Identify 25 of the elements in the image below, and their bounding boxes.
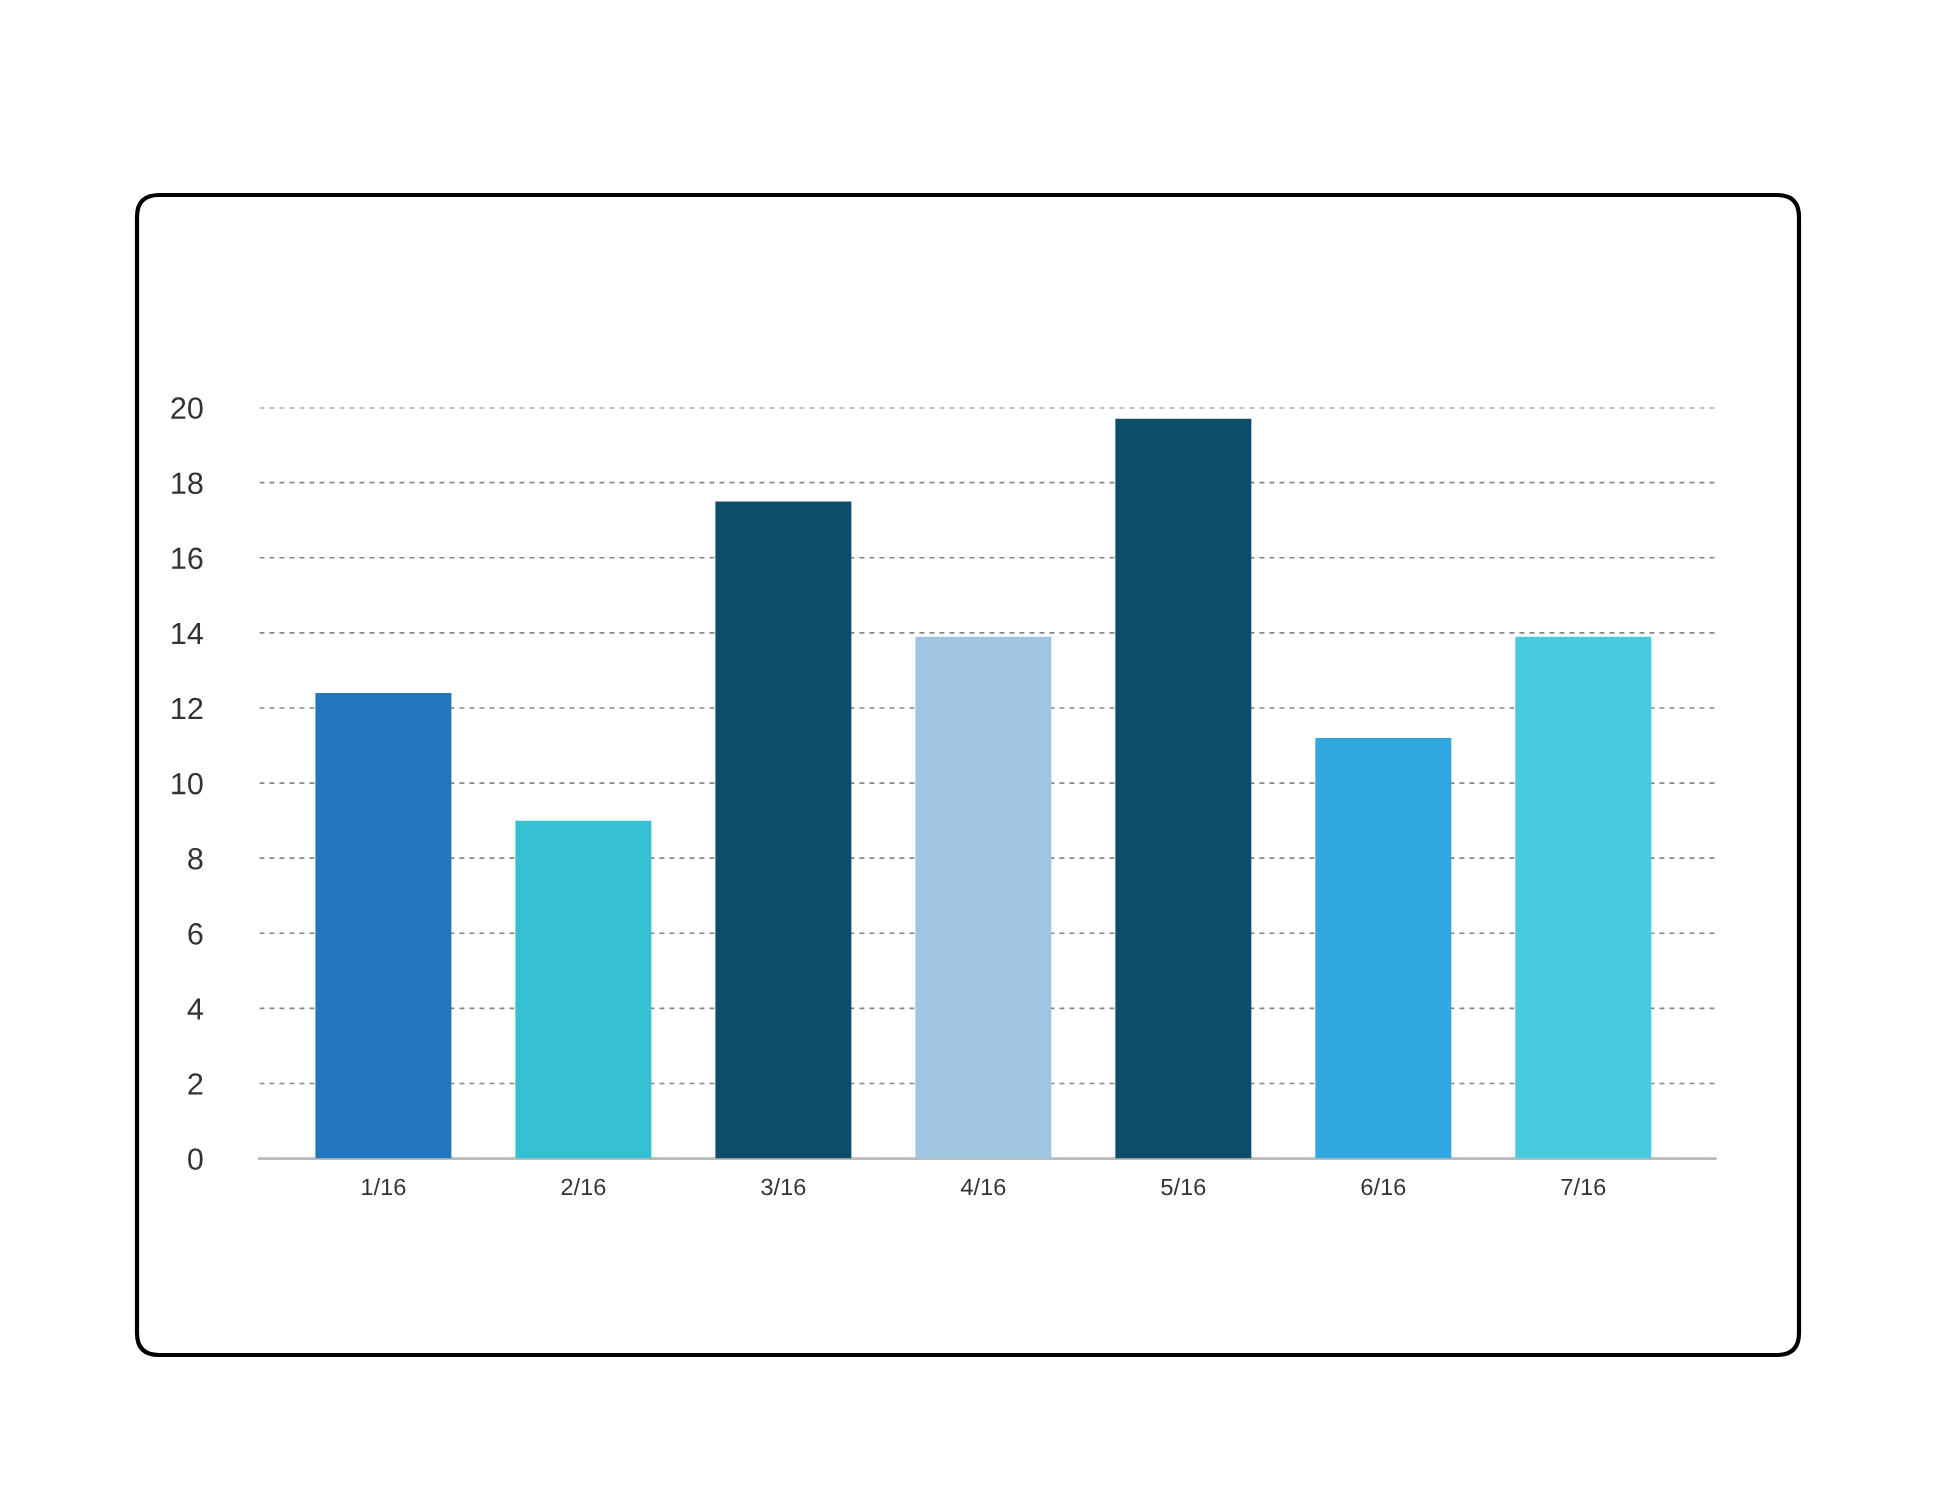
y-tick-label: 14 bbox=[172, 622, 203, 644]
bar bbox=[515, 820, 652, 1159]
bar bbox=[315, 692, 452, 1159]
y-tick-label: 18 bbox=[172, 472, 203, 495]
y-tick-label: 8 bbox=[188, 847, 203, 870]
y-tick-label: 6 bbox=[188, 923, 203, 945]
y-tick-label: 4 bbox=[187, 998, 203, 1020]
bar bbox=[1315, 738, 1452, 1159]
bar bbox=[1515, 636, 1652, 1159]
x-tick-label: 6/16 bbox=[1361, 1178, 1406, 1196]
x-tick-label: 2/16 bbox=[561, 1178, 606, 1196]
x-tick-label: 3/16 bbox=[761, 1178, 806, 1196]
bar bbox=[715, 501, 852, 1159]
y-tick-label: 16 bbox=[172, 547, 203, 570]
x-tick-label: 5/16 bbox=[1161, 1178, 1206, 1196]
bar bbox=[915, 636, 1052, 1159]
y-tick-label: 0 bbox=[188, 1148, 203, 1170]
y-tick-label: 20 bbox=[171, 397, 203, 419]
x-tick-label: 7/16 bbox=[1561, 1178, 1606, 1196]
y-tick-label: 2 bbox=[188, 1073, 203, 1095]
bar bbox=[1115, 418, 1252, 1159]
x-tick-label: 1/16 bbox=[362, 1178, 406, 1196]
y-tick-label: 10 bbox=[172, 772, 203, 795]
y-tick-label: 12 bbox=[172, 697, 203, 720]
x-tick-label: 4/16 bbox=[960, 1178, 1006, 1196]
